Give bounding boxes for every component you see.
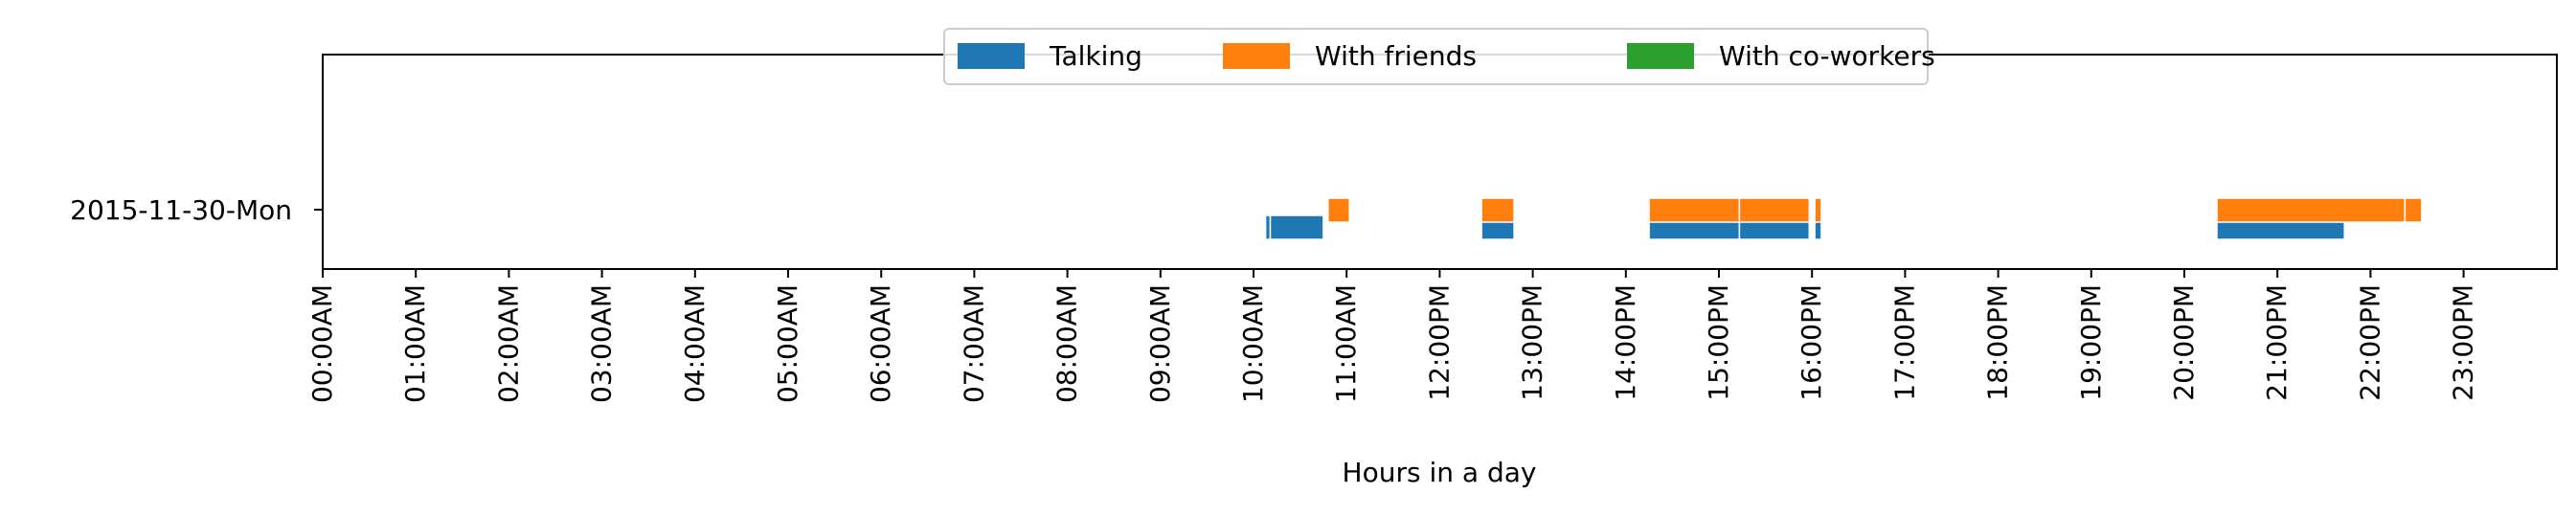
bar-with-friends-6 [2404,197,2423,223]
legend-swatch [1223,43,1290,69]
x-tick-label: 02:00AM [492,284,524,403]
x-tick-label: 16:00PM [1796,284,1827,401]
x-tick-label: 18:00PM [1982,284,2014,401]
legend: Talking With friends With co-workers [943,28,1935,85]
x-tick-label: 23:00PM [2448,284,2479,401]
bar-with-friends-5 [2216,197,2407,223]
bar-with-friends-0 [1327,197,1350,223]
x-tick-label: 01:00AM [399,284,431,403]
x-tick-label: 12:00PM [1423,284,1455,401]
legend-label: Talking [1049,40,1142,72]
bar-talking-1 [1269,214,1324,240]
legend-swatch [958,43,1025,69]
x-tick-label: 21:00PM [2261,284,2293,401]
x-tick-label: 20:00PM [2168,284,2200,401]
x-axis-title: Hours in a day [1343,457,1537,488]
x-tick-label: 04:00AM [679,284,711,403]
bar-with-friends-3 [1738,197,1811,223]
bar-with-friends-2 [1648,197,1741,223]
x-tick-label: 08:00AM [1051,284,1083,403]
x-tick-label: 09:00AM [1144,284,1176,403]
x-tick-label: 14:00PM [1610,284,1641,401]
x-tick-label: 11:00AM [1330,284,1362,403]
x-tick-label: 13:00PM [1517,284,1548,401]
x-tick-label: 22:00PM [2354,284,2385,401]
x-axis: 00:00AM 01:00AM 02:00AM 03:00AM 04:00AM 05:00… [306,269,2479,403]
x-tick-label: 17:00PM [1888,284,1920,401]
legend-frame [943,28,1929,85]
legend-swatch [1627,43,1694,69]
bar-with-friends-1 [1480,197,1515,223]
x-tick-label: 19:00PM [2075,284,2107,401]
y-tick-label: 2015-11-30-Mon [70,194,292,226]
x-tick-label: 03:00AM [586,284,618,403]
y-axis: 2015-11-30-Mon [70,194,323,226]
x-tick-label: 05:00AM [772,284,803,403]
x-tick-label: 07:00AM [958,284,989,403]
legend-label: With friends [1315,40,1477,72]
x-tick-label: 06:00AM [865,284,896,403]
legend-label: With co-workers [1719,40,1935,72]
x-tick-label: 10:00AM [1237,284,1269,403]
x-tick-label: 15:00PM [1703,284,1734,401]
x-tick-label: 00:00AM [306,284,338,403]
bar-with-friends-4 [1814,197,1822,223]
activity-bars [1264,197,2423,240]
